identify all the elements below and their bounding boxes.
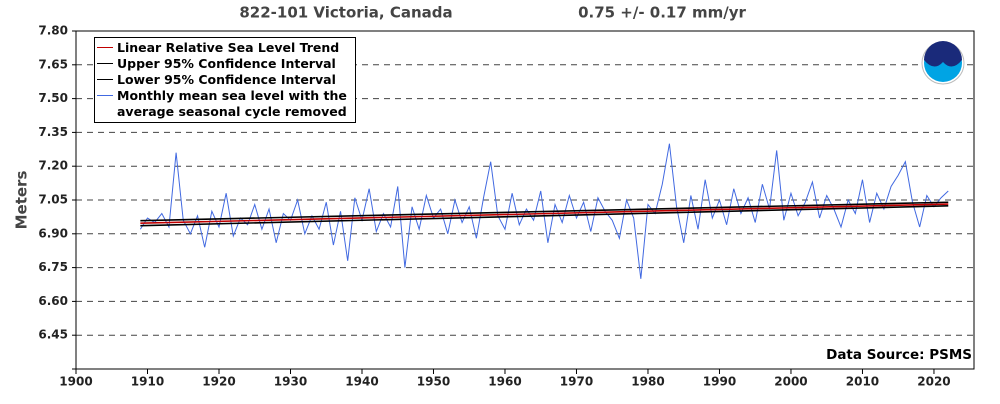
- legend-label: Linear Relative Sea Level Trend: [117, 40, 340, 55]
- x-tick-label: 2000: [774, 375, 807, 389]
- x-tick-label: 2010: [846, 375, 879, 389]
- y-tick-label: 6.90: [38, 226, 68, 240]
- y-tick-label: 6.60: [38, 294, 68, 308]
- legend-swatch: [97, 95, 113, 96]
- legend-swatch: [97, 47, 113, 48]
- legend-label: Lower 95% Confidence Interval: [117, 72, 336, 87]
- x-tick-label: 1920: [202, 375, 235, 389]
- legend-item: Upper 95% Confidence Interval: [95, 56, 351, 72]
- series-line: [140, 201, 949, 222]
- x-tick-label: 1970: [560, 375, 593, 389]
- legend: Linear Relative Sea Level Trend Upper 95%…: [94, 37, 356, 123]
- legend-item: Monthly mean sea level with the average …: [95, 88, 351, 120]
- y-tick-label: 7.50: [38, 91, 68, 105]
- legend-swatch: [97, 63, 113, 64]
- chart-subtitle: 0.75 +/- 0.17 mm/yr: [578, 4, 746, 22]
- x-tick-label: 1990: [703, 375, 736, 389]
- y-tick-label: 6.75: [38, 260, 68, 274]
- annotation: Data Source: PSMS: [826, 347, 972, 363]
- y-tick-label: 7.20: [38, 159, 68, 173]
- legend-label: Monthly mean sea level with the average …: [117, 88, 347, 119]
- y-tick-label: 7.35: [38, 125, 68, 139]
- legend-label: Upper 95% Confidence Interval: [117, 56, 336, 71]
- y-tick-label: 7.65: [38, 57, 68, 71]
- series-line: [139, 143, 949, 279]
- x-tick-label: 1940: [345, 375, 378, 389]
- x-tick-label: 1960: [488, 375, 521, 389]
- legend-item: Lower 95% Confidence Interval: [95, 72, 351, 88]
- chart-title: 822-101 Victoria, Canada: [239, 4, 452, 22]
- series-line: [140, 203, 949, 225]
- x-tick-label: 1950: [417, 375, 450, 389]
- series-line: [140, 205, 949, 227]
- legend-swatch: [97, 79, 113, 80]
- x-tick-label: 2020: [917, 375, 950, 389]
- y-tick-label: 7.80: [38, 24, 68, 38]
- noaa-logo: [921, 41, 965, 85]
- x-tick-label: 1980: [631, 375, 664, 389]
- y-tick-label: 6.45: [38, 328, 68, 342]
- x-tick-label: 1900: [59, 375, 92, 389]
- x-tick-label: 1910: [131, 375, 164, 389]
- y-axis-label: Meters: [13, 171, 31, 230]
- legend-item: Linear Relative Sea Level Trend: [95, 40, 351, 56]
- y-tick-label: 7.05: [38, 193, 68, 207]
- plot-frame: [75, 30, 975, 370]
- x-tick-label: 1930: [274, 375, 307, 389]
